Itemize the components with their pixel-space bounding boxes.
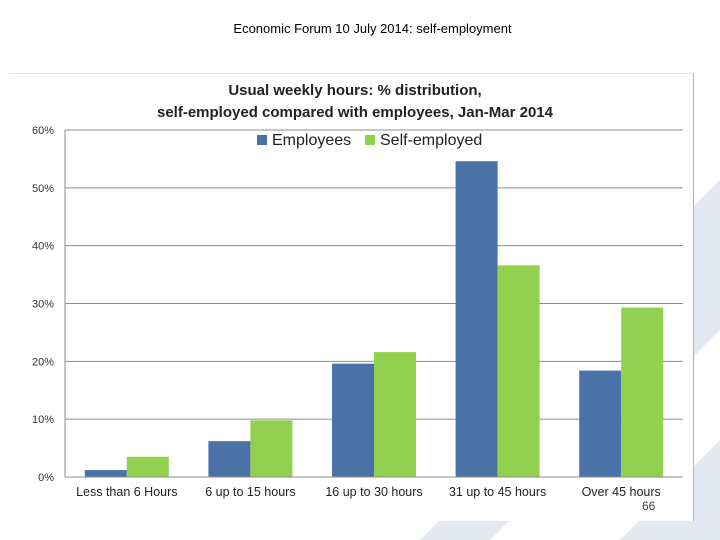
legend-swatch [365,135,375,145]
bar-self-employed [621,307,664,477]
legend-label: Employees [272,132,351,149]
y-tick-label: 20% [32,356,54,368]
x-tick-label: Over 45 hours [582,485,661,499]
bar-self-employed [250,420,293,477]
x-tick-label: 16 up to 30 hours [325,485,422,499]
bar-employees [455,161,498,477]
y-tick-label: 30% [32,299,54,311]
y-tick-label: 0% [38,472,54,484]
bar-chart: Usual weekly hours: % distribution, self-… [32,82,683,499]
y-tick-label: 60% [32,125,54,137]
bar-self-employed [374,352,416,477]
slide-title: Economic Forum 10 July 2014: self-employ… [233,21,512,36]
bar-self-employed [497,265,540,477]
bar-employees [208,441,251,477]
bar-self-employed [126,456,169,477]
x-tick-label: 6 up to 15 hours [205,485,295,499]
y-tick-label: 50% [32,183,54,195]
chart-title-line: Usual weekly hours: % distribution, [228,82,481,99]
chart-title-line: self-employed compared with employees, J… [157,104,554,121]
page-number: 66 [642,499,656,513]
legend-swatch [257,135,267,145]
bar-employees [84,470,127,477]
y-tick-label: 10% [32,414,54,426]
legend-label: Self-employed [380,132,482,149]
bar-employees [332,363,374,477]
y-tick-label: 40% [32,241,54,253]
x-tick-label: 31 up to 45 hours [449,485,546,499]
bar-employees [579,370,622,477]
chart-frame: Usual weekly hours: % distribution, self-… [10,73,694,521]
x-tick-label: Less than 6 Hours [76,485,177,499]
